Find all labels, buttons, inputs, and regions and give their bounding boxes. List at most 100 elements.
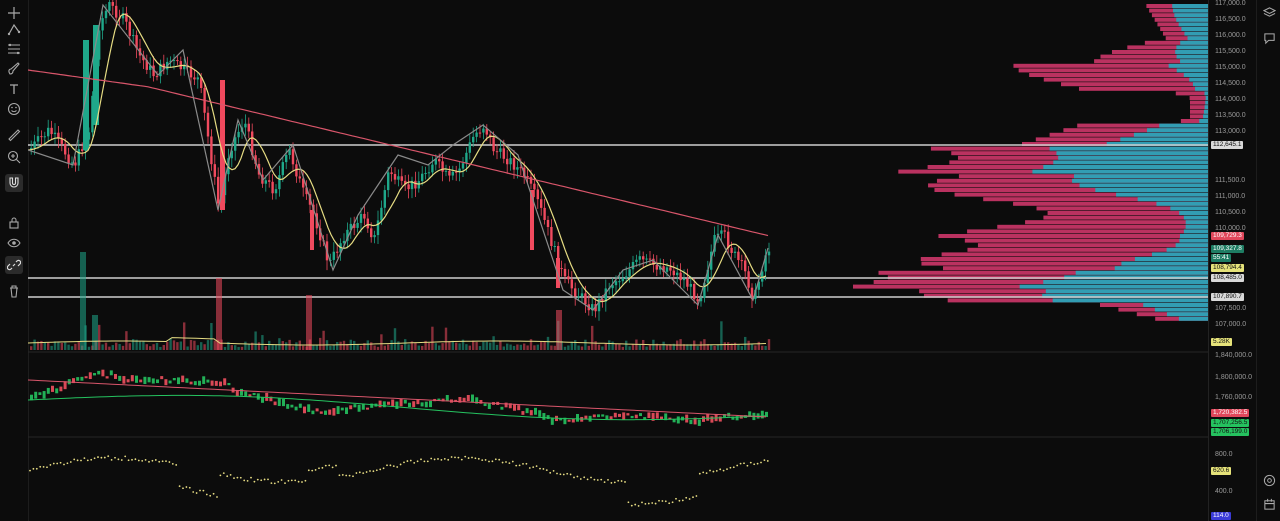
indicator-candle bbox=[387, 401, 390, 405]
magnet-tool[interactable] bbox=[5, 174, 23, 192]
oscillator-dot bbox=[273, 482, 276, 485]
oscillator-dot bbox=[406, 460, 409, 462]
volume-profile-bar bbox=[997, 224, 1208, 229]
candle-body bbox=[421, 173, 424, 182]
candle-body bbox=[271, 181, 274, 194]
volume-bar bbox=[502, 346, 505, 350]
trend-line-tool[interactable] bbox=[5, 20, 23, 38]
volume-profile-bar bbox=[1180, 59, 1208, 64]
oscillator-dot bbox=[307, 469, 310, 472]
indicator-tick: 1,840,000.0 bbox=[1215, 352, 1252, 359]
oscillator-dot bbox=[443, 457, 446, 460]
candle-body bbox=[703, 282, 706, 298]
indicator-candle bbox=[697, 419, 701, 426]
text-tool[interactable] bbox=[5, 80, 23, 98]
indicator-candle bbox=[130, 375, 134, 382]
oscillator-dot bbox=[491, 460, 494, 463]
oscillator-dot bbox=[331, 466, 334, 469]
volume-profile-bar bbox=[1120, 137, 1208, 142]
price-axis[interactable]: 117,000.0 116,500.0 116,000.0 115,500.0 115,… bbox=[1208, 0, 1257, 521]
zoom-tool[interactable] bbox=[5, 148, 23, 166]
volume-bar bbox=[642, 339, 645, 350]
chat-button[interactable] bbox=[1261, 30, 1277, 46]
volume-bar bbox=[434, 343, 437, 350]
chat-icon bbox=[1263, 32, 1275, 44]
oscillator-dot bbox=[603, 481, 606, 484]
candle-body bbox=[247, 123, 250, 132]
candle-body bbox=[36, 136, 40, 142]
oscillator-dot bbox=[29, 469, 31, 472]
price-tick: 113,500.0 bbox=[1215, 112, 1246, 119]
oscillator-dot bbox=[341, 474, 344, 476]
volume-bar bbox=[261, 335, 264, 350]
brush-tool[interactable] bbox=[5, 60, 23, 78]
volume-bar bbox=[421, 345, 424, 350]
indicator-candle bbox=[177, 377, 180, 385]
candle-body bbox=[302, 178, 305, 188]
volume-bar bbox=[230, 345, 233, 350]
oscillator-dot bbox=[430, 457, 433, 460]
oscillator-dot bbox=[739, 462, 742, 465]
volume-profile-bar bbox=[1178, 316, 1208, 321]
volume-bar bbox=[672, 343, 675, 350]
candle-body bbox=[458, 168, 461, 172]
volume-bar bbox=[53, 341, 57, 350]
moving-average-slow bbox=[28, 69, 769, 237]
candle-body bbox=[679, 272, 682, 281]
price-chart[interactable] bbox=[28, 0, 1208, 521]
alerts-button[interactable] bbox=[1261, 472, 1277, 488]
indicator-candle bbox=[303, 406, 306, 414]
indicator-candle bbox=[80, 376, 84, 381]
volume-profile-bar bbox=[1079, 183, 1208, 188]
candle-body bbox=[244, 123, 247, 128]
volume-bar bbox=[472, 340, 475, 350]
candle-body bbox=[662, 266, 665, 272]
oscillator-dot bbox=[692, 496, 694, 499]
price-tick: 111,000.0 bbox=[1215, 193, 1246, 200]
oscillator-dot bbox=[66, 462, 69, 465]
delete-drawings-tool[interactable] bbox=[5, 282, 23, 300]
candle-body bbox=[149, 65, 152, 70]
indicator-candle bbox=[122, 376, 126, 384]
fib-tool[interactable] bbox=[5, 40, 23, 58]
oscillator-dot bbox=[280, 479, 283, 481]
indicator-candle bbox=[214, 380, 218, 386]
oscillator-dot bbox=[195, 492, 198, 494]
volume-bar bbox=[196, 345, 199, 350]
volume-bar bbox=[274, 344, 278, 350]
volume-profile-bar bbox=[1168, 63, 1208, 68]
ruler-tool[interactable] bbox=[5, 126, 23, 144]
indicator-candle bbox=[219, 381, 222, 387]
candle-body bbox=[451, 171, 454, 176]
oscillator-dot bbox=[318, 467, 320, 470]
lock-drawings-tool[interactable] bbox=[5, 214, 23, 232]
volume-bar bbox=[132, 339, 135, 350]
calendar-button[interactable] bbox=[1261, 496, 1277, 512]
layers-button[interactable] bbox=[1261, 4, 1277, 20]
indicator-tick: 1,800,000.0 bbox=[1215, 374, 1252, 381]
candle-body bbox=[557, 246, 560, 268]
volume-profile-bar bbox=[1166, 247, 1208, 252]
oscillator-dot bbox=[168, 461, 171, 463]
volume-bar bbox=[281, 341, 284, 350]
crosshair-tool[interactable] bbox=[5, 4, 23, 22]
candle-body bbox=[478, 132, 482, 134]
candle-body bbox=[706, 269, 709, 283]
volume-bar bbox=[285, 342, 288, 350]
candle-body bbox=[441, 161, 444, 172]
indicator-candle bbox=[567, 419, 571, 422]
oscillator-dot bbox=[399, 463, 402, 466]
emoji-tool[interactable] bbox=[5, 100, 23, 118]
candle-body bbox=[176, 59, 179, 62]
volume-profile-bar bbox=[983, 197, 1208, 202]
price-tick: 107,000.0 bbox=[1215, 321, 1247, 328]
link-tool[interactable] bbox=[5, 256, 23, 274]
volume-bar bbox=[397, 341, 400, 350]
oscillator-dot bbox=[236, 476, 239, 479]
candle-body bbox=[642, 256, 645, 260]
indicator-candle bbox=[135, 375, 138, 383]
oscillator-dot bbox=[46, 466, 48, 469]
oscillator-dot bbox=[641, 501, 643, 504]
oscillator-dot bbox=[709, 469, 711, 472]
hide-drawings-tool[interactable] bbox=[5, 234, 23, 252]
